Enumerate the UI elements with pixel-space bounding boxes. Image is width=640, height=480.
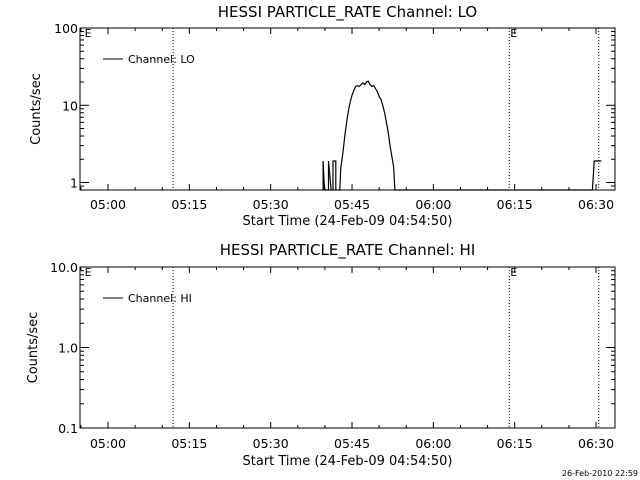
x-tick-label: 06:15 [497,197,533,212]
y-axis-label: Counts/sec [26,312,41,384]
y-tick-label: 100 [54,21,78,36]
x-axis-label: Start Time (24-Feb-09 04:54:50) [243,214,453,229]
series-line [322,80,602,191]
chart-title: HESSI PARTICLE_RATE Channel: LO [218,3,477,22]
x-tick-label: 06:30 [578,197,614,212]
y-tick-label: 1 [70,176,78,191]
y-tick-label: 10.0 [50,260,78,275]
event-marker-label: E [85,27,92,40]
x-tick-label: 06:15 [497,436,533,451]
x-axis-label: Start Time (24-Feb-09 04:54:50) [243,454,453,469]
x-tick-label: 05:30 [253,197,289,212]
y-tick-label: 10 [62,98,78,113]
x-tick-label: 06:00 [415,197,451,212]
lo-channel-panel: HESSI PARTICLE_RATE Channel: LO 05:00 05:1… [29,3,616,229]
legend-label: Channel: HI [128,292,192,305]
x-tick-label: 05:00 [90,436,126,451]
hi-channel-panel: HESSI PARTICLE_RATE Channel: HI 05:00 05:1… [26,241,616,469]
x-tick-label: 05:45 [334,197,370,212]
x-tick-label: 06:30 [578,436,614,451]
event-marker-label: E [510,266,517,279]
x-tick-label: 05:45 [334,436,370,451]
chart-title: HESSI PARTICLE_RATE Channel: HI [220,241,476,260]
event-marker-label: E [510,27,517,40]
x-tick-label: 05:15 [171,436,207,451]
x-tick-label: 05:15 [171,197,207,212]
y-tick-label: 0.1 [58,421,78,436]
legend-label: Channel: LO [128,53,195,66]
x-tick-label: 05:30 [253,436,289,451]
y-axis-label: Counts/sec [29,73,44,145]
x-tick-label: 05:00 [90,197,126,212]
generation-timestamp: 26-Feb-2010 22:59 [562,469,638,478]
event-marker-label: E [85,266,92,279]
x-tick-label: 06:00 [415,436,451,451]
y-tick-label: 1.0 [58,341,78,356]
